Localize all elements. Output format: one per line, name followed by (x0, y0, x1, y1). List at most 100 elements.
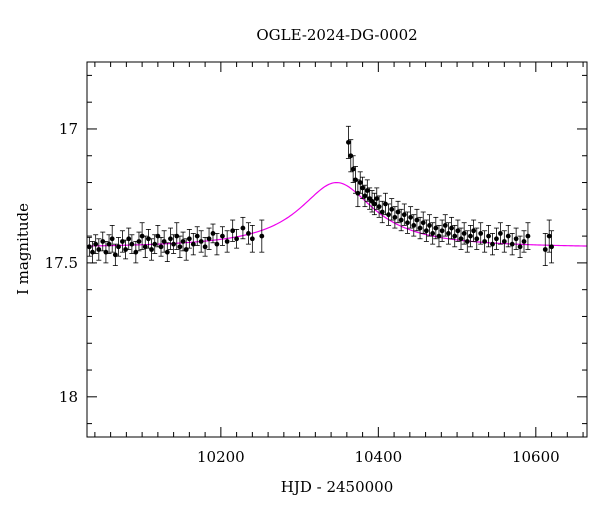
data-point (240, 216, 246, 240)
point-marker (174, 233, 180, 239)
point-marker (379, 209, 385, 215)
data-point (501, 230, 507, 253)
data-point (194, 226, 200, 246)
data-point (202, 237, 208, 257)
point-marker (362, 193, 368, 199)
point-marker (230, 228, 236, 234)
point-marker (224, 239, 230, 244)
point-marker (501, 239, 507, 244)
point-marker (386, 212, 391, 218)
data-point (398, 208, 404, 232)
point-marker (96, 247, 102, 252)
point-marker (411, 222, 417, 228)
data-point (376, 195, 382, 218)
point-marker (116, 244, 121, 250)
point-marker (360, 185, 365, 191)
point-marker (372, 201, 377, 207)
data-point (245, 222, 251, 245)
point-marker (401, 212, 407, 218)
point-marker (490, 241, 495, 247)
point-marker (395, 209, 401, 215)
data-point (433, 216, 439, 240)
point-marker (249, 236, 255, 242)
point-marker (374, 196, 380, 202)
data-point (379, 200, 385, 224)
point-marker (206, 236, 212, 242)
point-marker (478, 231, 484, 236)
data-point (474, 227, 480, 250)
data-point (259, 219, 265, 253)
point-marker (139, 233, 145, 239)
data-point (423, 219, 429, 242)
y-tick-label: 17.5 (45, 254, 78, 272)
point-marker (171, 241, 177, 247)
data-point (210, 223, 216, 244)
point-marker (468, 233, 473, 239)
point-marker (521, 239, 527, 244)
point-marker (446, 231, 451, 236)
data-point (464, 230, 470, 253)
data-point (430, 222, 436, 245)
data-point (96, 238, 102, 261)
data-point (471, 219, 477, 242)
data-point (461, 222, 467, 245)
data-point (517, 235, 523, 258)
data-point (392, 206, 398, 229)
data-point (350, 155, 356, 183)
data-point (219, 226, 225, 246)
point-marker (417, 225, 423, 231)
data-point (546, 219, 552, 253)
point-marker (442, 222, 448, 228)
x-tick-label: 10600 (512, 448, 560, 466)
data-point (145, 229, 151, 249)
point-marker (517, 244, 523, 250)
data-point (386, 203, 392, 226)
point-marker (100, 239, 106, 244)
data-point (436, 224, 442, 248)
data-point (497, 222, 503, 245)
data-point (177, 235, 183, 258)
data-point (224, 230, 230, 253)
point-marker (430, 231, 436, 236)
point-marker (427, 222, 432, 228)
point-marker (486, 233, 491, 239)
plot-frame (86, 61, 588, 438)
data-point (525, 222, 531, 250)
data-point (505, 224, 511, 248)
data-point (371, 192, 377, 216)
data-point (427, 214, 433, 237)
point-marker (389, 206, 395, 212)
point-marker (129, 241, 135, 247)
point-marker (505, 233, 511, 239)
tick-labels-layer: 10200 10400 10600 17 17.5 18 (45, 120, 560, 466)
data-point (100, 231, 106, 252)
chart-title: OGLE-2024-DG-0002 (256, 26, 417, 44)
y-axis-label: I magnitude (14, 203, 32, 295)
point-marker (220, 233, 225, 239)
point-marker (190, 241, 196, 247)
point-marker (194, 233, 200, 239)
point-marker (109, 236, 115, 242)
point-marker (482, 239, 488, 244)
data-point (106, 234, 112, 254)
point-marker (106, 241, 112, 247)
data-point (455, 219, 461, 242)
data-point (93, 234, 99, 254)
point-marker (234, 236, 240, 242)
data-point (420, 211, 426, 234)
data-point (115, 237, 121, 257)
point-marker (376, 204, 382, 210)
point-marker (392, 214, 398, 220)
data-point (198, 230, 204, 253)
data-point (186, 229, 192, 249)
data-point (152, 234, 158, 254)
ticks-layer (87, 62, 587, 437)
data-point (149, 238, 155, 261)
data-point (513, 227, 519, 250)
point-marker (158, 244, 164, 250)
data-point (549, 230, 555, 264)
data-point (119, 230, 125, 253)
data-point (482, 230, 488, 253)
point-marker (198, 239, 204, 244)
data-point (158, 237, 164, 257)
